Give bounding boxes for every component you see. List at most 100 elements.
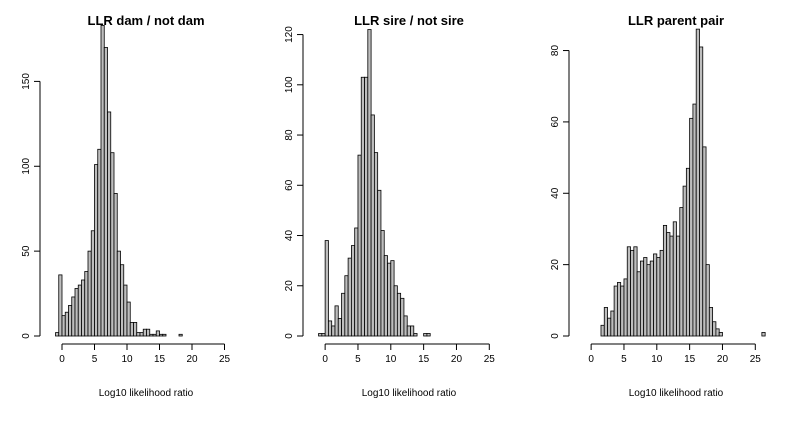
histogram-bar bbox=[94, 164, 99, 337]
histogram-bar bbox=[659, 249, 664, 337]
x-tick-label: 20 bbox=[186, 354, 198, 365]
histogram-bar bbox=[373, 152, 379, 337]
histogram-bar bbox=[370, 114, 375, 337]
histogram-bar bbox=[712, 321, 717, 337]
x-tick-label: 10 bbox=[121, 354, 133, 365]
histogram-bar bbox=[617, 282, 622, 337]
histogram-bar bbox=[328, 320, 333, 337]
histogram-bar bbox=[695, 28, 700, 337]
x-tick-label: 0 bbox=[59, 354, 65, 365]
histogram-bar bbox=[423, 333, 428, 337]
histogram-bar bbox=[708, 307, 714, 337]
panel-title: LLR parent pair bbox=[628, 13, 724, 28]
panel-parent-pair: LLR parent pair Log10 likelihood ratio 0… bbox=[550, 13, 766, 399]
histogram-bar bbox=[377, 189, 382, 337]
y-tick-label: 60 bbox=[550, 116, 561, 128]
x-tick-label: 25 bbox=[750, 354, 762, 365]
histogram-bar bbox=[603, 307, 608, 337]
histogram-bar bbox=[600, 324, 605, 337]
x-tick-label: 5 bbox=[621, 354, 627, 365]
histogram-bar bbox=[74, 288, 79, 337]
y-tick-label: 80 bbox=[284, 129, 295, 141]
histogram-bar bbox=[610, 310, 615, 337]
y-tick-label: 0 bbox=[550, 333, 561, 339]
histogram-bar bbox=[646, 264, 651, 337]
y-tick-label: 150 bbox=[21, 73, 32, 90]
y-tick-label: 100 bbox=[284, 76, 295, 93]
histogram-bar bbox=[337, 318, 342, 337]
x-tick-label: 10 bbox=[385, 354, 397, 365]
histogram-bar bbox=[354, 227, 359, 337]
bars bbox=[600, 28, 766, 337]
y-tick-label: 20 bbox=[284, 280, 295, 292]
histogram-bar bbox=[613, 285, 618, 337]
axes: 0 20 40 60 80 100 120 0 5 10 15 20 25 bbox=[284, 26, 495, 365]
histogram-bar bbox=[676, 235, 681, 337]
histogram-bar bbox=[653, 253, 658, 337]
histogram-bar bbox=[129, 322, 134, 337]
histogram-bar bbox=[643, 257, 648, 337]
y-tick-label: 40 bbox=[550, 187, 561, 199]
histogram-bar bbox=[626, 246, 631, 337]
histogram-bar bbox=[126, 301, 131, 337]
panel-sire: LLR sire / not sire Log10 likelihood rat… bbox=[284, 13, 495, 399]
histogram-bar bbox=[61, 315, 66, 337]
histogram-bar bbox=[387, 262, 392, 337]
histogram-bar bbox=[159, 333, 164, 337]
histogram-bar bbox=[133, 322, 138, 337]
histogram-bar bbox=[396, 292, 402, 337]
histogram-bar bbox=[692, 103, 697, 337]
histogram-bar bbox=[334, 305, 339, 337]
histogram-bar bbox=[761, 332, 766, 337]
histogram-bar bbox=[406, 325, 411, 337]
histogram-bar bbox=[87, 250, 92, 337]
histogram-bar bbox=[120, 264, 125, 337]
histogram-bar bbox=[364, 76, 369, 337]
histogram-bar bbox=[649, 260, 654, 337]
x-tick-label: 15 bbox=[418, 354, 430, 365]
y-tick-label: 40 bbox=[284, 230, 295, 242]
x-tick-label: 25 bbox=[219, 354, 231, 365]
histogram-bar bbox=[410, 325, 415, 337]
histogram-bar bbox=[68, 305, 73, 337]
x-tick-label: 5 bbox=[92, 354, 98, 365]
histogram-bar bbox=[64, 311, 69, 337]
x-tick-label: 15 bbox=[154, 354, 166, 365]
histogram-bar bbox=[162, 333, 167, 337]
y-tick-label: 20 bbox=[550, 259, 561, 271]
histogram-bar bbox=[620, 285, 625, 337]
histogram-bar bbox=[97, 148, 102, 337]
histogram-bar bbox=[669, 235, 674, 337]
histogram-bar bbox=[139, 332, 144, 337]
histogram-bar bbox=[357, 154, 362, 337]
y-tick-label: 100 bbox=[21, 157, 32, 174]
histogram-bar bbox=[393, 285, 398, 337]
x-tick-label: 0 bbox=[588, 354, 594, 365]
y-tick-label: 80 bbox=[550, 45, 561, 57]
y-tick-label: 50 bbox=[21, 245, 32, 257]
histogram-bar bbox=[146, 328, 151, 337]
histogram-bar bbox=[116, 250, 121, 337]
histogram-bar bbox=[81, 279, 86, 337]
y-tick-label: 60 bbox=[284, 179, 295, 191]
x-tick-label: 5 bbox=[355, 354, 361, 365]
histogram-bar bbox=[400, 297, 405, 337]
histogram-bar bbox=[71, 296, 76, 337]
histogram-bar bbox=[77, 284, 82, 337]
histogram-bar bbox=[113, 193, 118, 337]
histogram-bar bbox=[341, 292, 346, 337]
histogram-bar bbox=[380, 230, 385, 337]
histogram-bar bbox=[55, 332, 60, 337]
histogram-bar bbox=[636, 271, 641, 337]
histogram-bar bbox=[630, 249, 635, 337]
histogram-bar bbox=[403, 315, 408, 337]
histogram-bar bbox=[107, 111, 112, 337]
histogram-bar bbox=[347, 257, 352, 337]
histogram-bar bbox=[84, 271, 89, 337]
histogram-bar bbox=[58, 274, 63, 337]
histogram-bar bbox=[149, 333, 154, 337]
histogram-bar bbox=[350, 245, 356, 337]
y-tick-label: 0 bbox=[21, 333, 32, 339]
histogram-bar bbox=[426, 333, 431, 337]
